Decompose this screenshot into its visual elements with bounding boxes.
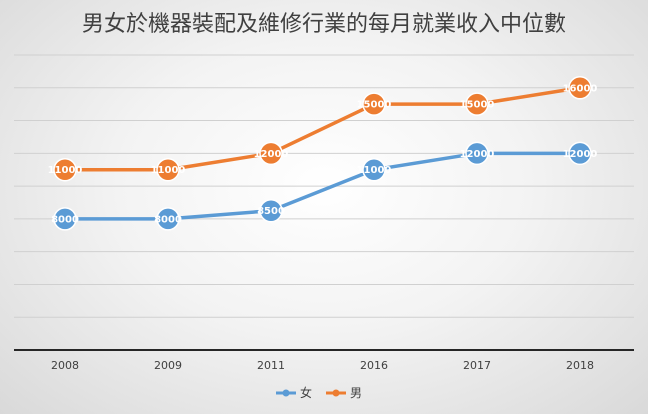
chart-title: 男女於機器裝配及維修行業的每月就業收入中位數 [82, 12, 566, 37]
x-tick-label: 2016 [360, 359, 388, 372]
series-line-0 [65, 151, 580, 221]
data-label: 12000 [460, 149, 495, 160]
data-label: 12000 [254, 149, 289, 160]
data-label: 15000 [357, 100, 392, 111]
data-point[interactable] [362, 157, 386, 182]
legend-marker [282, 389, 290, 397]
legend-item[interactable]: 男 [326, 386, 362, 400]
x-tick-labels: 2008 2009 2011 2016 2017 2018 [51, 359, 594, 372]
data-label: 16000 [563, 83, 598, 94]
x-tick-label: 2011 [257, 359, 285, 372]
data-label: 8000 [51, 214, 79, 225]
data-point[interactable] [259, 141, 283, 166]
data-label: 8000 [154, 214, 182, 225]
data-point[interactable] [568, 141, 592, 166]
x-tick-label: 2008 [51, 359, 79, 372]
data-point[interactable] [53, 207, 77, 231]
legend-marker [332, 389, 340, 397]
data-label: 11000 [357, 165, 392, 176]
data-label: 15000 [460, 100, 495, 111]
x-tick-label: 2018 [566, 359, 594, 372]
data-point[interactable] [465, 92, 489, 116]
legend[interactable]: 女男 [276, 385, 362, 400]
legend-item[interactable]: 女 [276, 385, 312, 400]
data-point[interactable] [156, 207, 180, 231]
data-point[interactable] [362, 92, 386, 116]
series-points: 8000 8000 8500 11000 12000 12000 11000 11000 120… [48, 76, 598, 231]
data-label: 8500 [257, 206, 285, 217]
legend-label: 女 [300, 385, 312, 400]
data-point[interactable] [53, 157, 77, 182]
series-line-1 [65, 86, 581, 172]
x-tick-label: 2017 [463, 359, 491, 372]
series-lines [65, 86, 581, 221]
data-label: 11000 [151, 165, 186, 176]
data-point[interactable] [465, 141, 489, 166]
data-label: 11000 [48, 165, 83, 176]
data-point[interactable] [259, 198, 283, 223]
legend-label: 男 [350, 386, 362, 400]
x-tick-label: 2009 [154, 359, 182, 372]
data-label: 12000 [563, 149, 598, 160]
data-point[interactable] [156, 157, 180, 182]
data-point[interactable] [568, 76, 592, 100]
